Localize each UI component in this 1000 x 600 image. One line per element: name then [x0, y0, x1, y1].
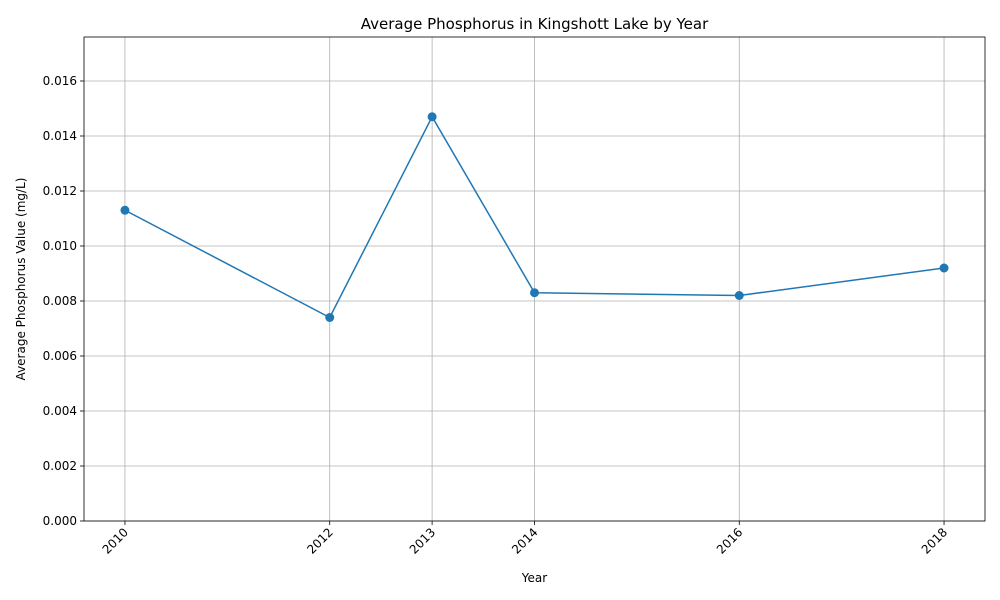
y-tick-label: 0.016 [43, 74, 77, 88]
grid [84, 37, 985, 522]
x-tick-label: 2013 [407, 525, 438, 556]
y-tick-label: 0.002 [43, 459, 77, 473]
x-tick-label: 2018 [919, 525, 950, 556]
data-point [530, 288, 539, 298]
data-point [427, 112, 437, 122]
y-tick-label: 0.006 [43, 349, 77, 363]
x-tick-label: 2012 [304, 525, 335, 556]
chart-title: Average Phosphorus in Kingshott Lake by … [361, 15, 709, 33]
y-tick-label: 0.010 [43, 239, 77, 253]
x-tick-label: 2016 [714, 525, 745, 556]
x-tick-label: 2014 [509, 525, 540, 556]
x-tick-label: 2010 [100, 525, 131, 556]
series-layer [120, 112, 949, 322]
data-point [734, 291, 744, 300]
y-tick-label: 0.008 [43, 294, 77, 308]
x-axis-label: Year [521, 571, 547, 585]
y-axis-label: Average Phosphorus Value (mg/L) [14, 178, 28, 381]
series-line [124, 115, 945, 319]
y-tick-label: 0.004 [43, 404, 77, 418]
data-point [120, 205, 130, 215]
axis-ticks: 2010 2012 2013 2014 2016 2018 0.000 0.002 0.004 0… [43, 74, 951, 557]
y-tick-label: 0.014 [43, 129, 77, 143]
data-point [325, 313, 335, 322]
y-tick-label: 0.012 [43, 184, 77, 198]
y-tick-label: 0.000 [43, 514, 77, 528]
data-point [939, 263, 949, 273]
